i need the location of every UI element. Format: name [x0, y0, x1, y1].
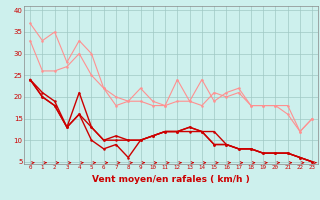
X-axis label: Vent moyen/en rafales ( km/h ): Vent moyen/en rafales ( km/h ): [92, 175, 250, 184]
